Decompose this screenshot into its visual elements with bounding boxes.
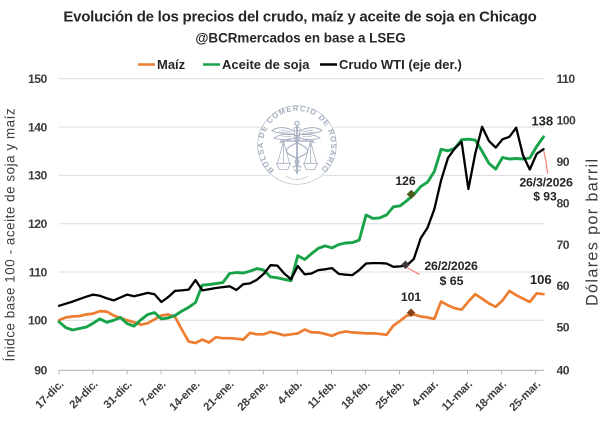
svg-text:140: 140	[28, 120, 48, 134]
svg-text:80: 80	[557, 196, 570, 210]
svg-text:26/3/2026: 26/3/2026	[519, 175, 573, 189]
svg-text:126: 126	[395, 174, 416, 188]
svg-text:90: 90	[34, 364, 47, 378]
svg-text:100: 100	[28, 314, 48, 328]
svg-text:$ 93: $ 93	[533, 189, 557, 203]
svg-text:110: 110	[29, 265, 48, 279]
svg-text:120: 120	[28, 217, 48, 231]
svg-text:Ínidce base 100 - aceite de so: Ínidce base 100 - aceite de soja y maíz	[3, 108, 18, 362]
svg-text:Maíz: Maíz	[157, 57, 186, 72]
svg-text:Aceite de soja: Aceite de soja	[222, 57, 310, 72]
svg-text:90: 90	[557, 155, 570, 169]
svg-text:130: 130	[28, 169, 48, 183]
svg-text:60: 60	[557, 279, 570, 293]
svg-text:26/2/2026: 26/2/2026	[424, 259, 478, 273]
svg-text:Crudo WTI (eje der.): Crudo WTI (eje der.)	[339, 57, 462, 72]
svg-text:100: 100	[557, 114, 577, 128]
svg-text:Evolución de los precios del c: Evolución de los precios del crudo, maíz…	[63, 8, 536, 25]
svg-text:138: 138	[531, 113, 553, 128]
svg-text:110: 110	[557, 72, 576, 86]
svg-text:@BCRmercados en base a LSEG: @BCRmercados en base a LSEG	[195, 31, 405, 46]
svg-text:$ 65: $ 65	[439, 274, 463, 288]
svg-text:101: 101	[401, 290, 422, 304]
svg-text:70: 70	[557, 238, 570, 252]
svg-text:Dólares por barril: Dólares por barril	[584, 158, 600, 306]
svg-text:50: 50	[557, 321, 570, 335]
svg-text:106: 106	[530, 272, 552, 287]
svg-text:150: 150	[28, 72, 48, 86]
svg-text:40: 40	[557, 364, 570, 378]
